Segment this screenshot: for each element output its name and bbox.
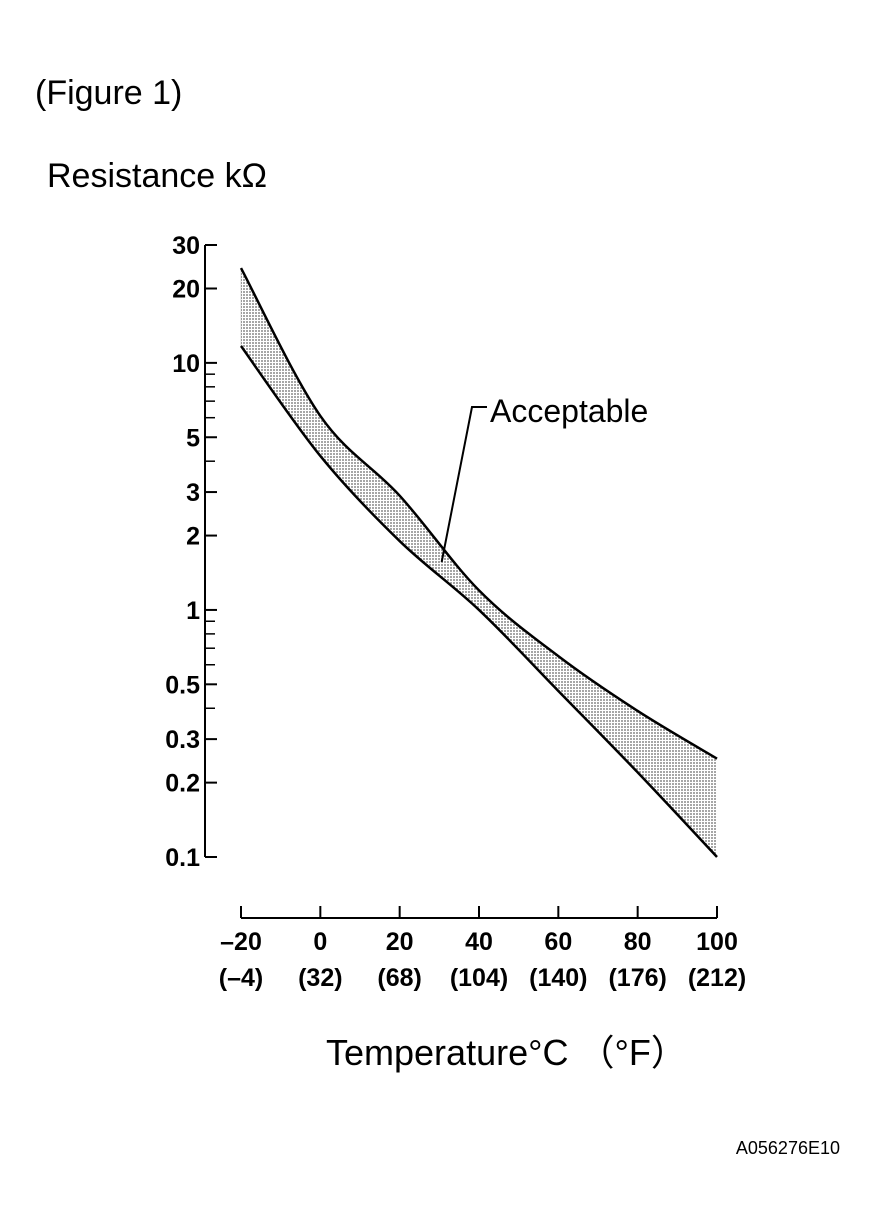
x-tick-label: 0 [313,928,327,956]
y-tick-label: 5 [186,424,200,452]
curve [239,345,718,858]
y-tick-label: 30 [172,232,200,260]
x-axis-label: Temperature°C （°F） [326,1032,687,1073]
footer-code: A056276E10 [736,1138,840,1158]
curve [239,267,718,760]
figure-label: (Figure 1) [35,74,182,112]
y-tick-label: 2 [186,523,200,551]
y-tick-label: 0.3 [165,726,200,754]
x-tick-sublabel: (140) [529,964,587,992]
x-tick-sublabel: (32) [298,964,342,992]
x-tick-label: 20 [386,928,414,956]
x-tick-sublabel: (176) [608,964,666,992]
x-tick-sublabel: (–4) [219,964,263,992]
y-tick-label: 10 [172,350,200,378]
annotation-leader [440,406,487,563]
x-tick-sublabel: (104) [450,964,508,992]
annotation: Acceptable [490,393,648,429]
x-tick-sublabel: (212) [688,964,746,992]
y-axis-label: Resistance kΩ [47,157,267,195]
y-tick-label: 0.5 [165,671,200,699]
x-tick-label: 60 [544,928,572,956]
x-tick-label: 100 [696,928,738,956]
y-tick-label: 20 [172,276,200,304]
acceptable-band [241,268,717,857]
x-tick-label: 80 [624,928,652,956]
x-tick-label: 40 [465,928,493,956]
x-tick-label: –20 [220,928,262,956]
y-tick-label: 1 [186,597,200,625]
y-tick-label: 0.1 [165,844,200,872]
y-tick-label: 0.2 [165,770,200,798]
x-tick-sublabel: (68) [377,964,421,992]
y-tick-label: 3 [186,479,200,507]
